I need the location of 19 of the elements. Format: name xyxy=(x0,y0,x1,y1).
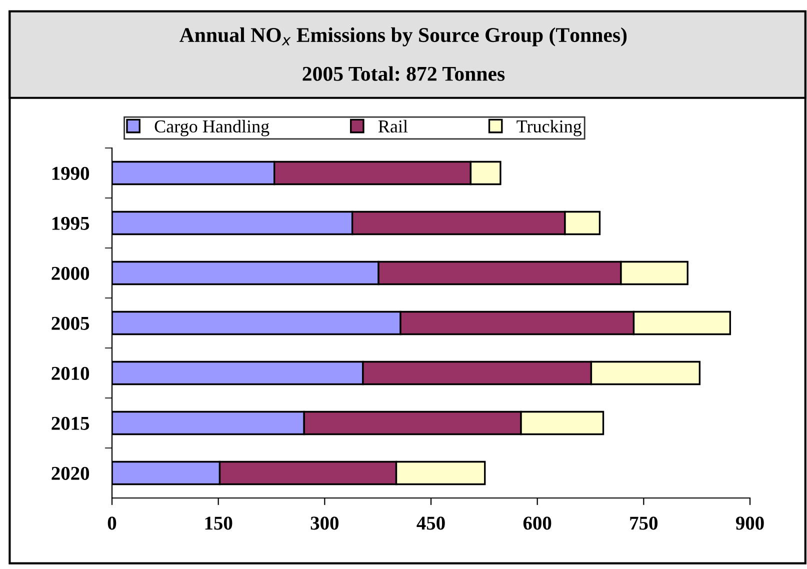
x-tick-label: 900 xyxy=(736,516,764,530)
chart-subtitle: 2005 Total: 872 Tonnes xyxy=(302,66,505,81)
x-tick-label: 750 xyxy=(630,516,658,530)
x-tick-label: 300 xyxy=(310,516,339,530)
y-tick-label: 2015 xyxy=(52,416,90,430)
legend-label: Trucking xyxy=(516,120,582,136)
y-tick-label: 1995 xyxy=(52,216,90,230)
legend-label: Rail xyxy=(378,120,408,133)
legend-label: Cargo Handling xyxy=(154,120,270,136)
x-tick-label: 450 xyxy=(416,516,445,530)
x-tick-label: 150 xyxy=(205,516,232,530)
y-tick-label: 2010 xyxy=(52,366,90,380)
y-tick-label: 2005 xyxy=(52,316,90,330)
x-tick-label: 600 xyxy=(523,516,552,530)
x-tick-label: 0 xyxy=(108,516,116,530)
y-tick-label: 2000 xyxy=(52,266,90,280)
y-tick-label: 2020 xyxy=(52,466,90,480)
chart-title: Annual NO$_{x}$ Emissions by Source Group (Tonnes) xyxy=(180,27,627,46)
y-tick-label: 1990 xyxy=(52,166,90,180)
